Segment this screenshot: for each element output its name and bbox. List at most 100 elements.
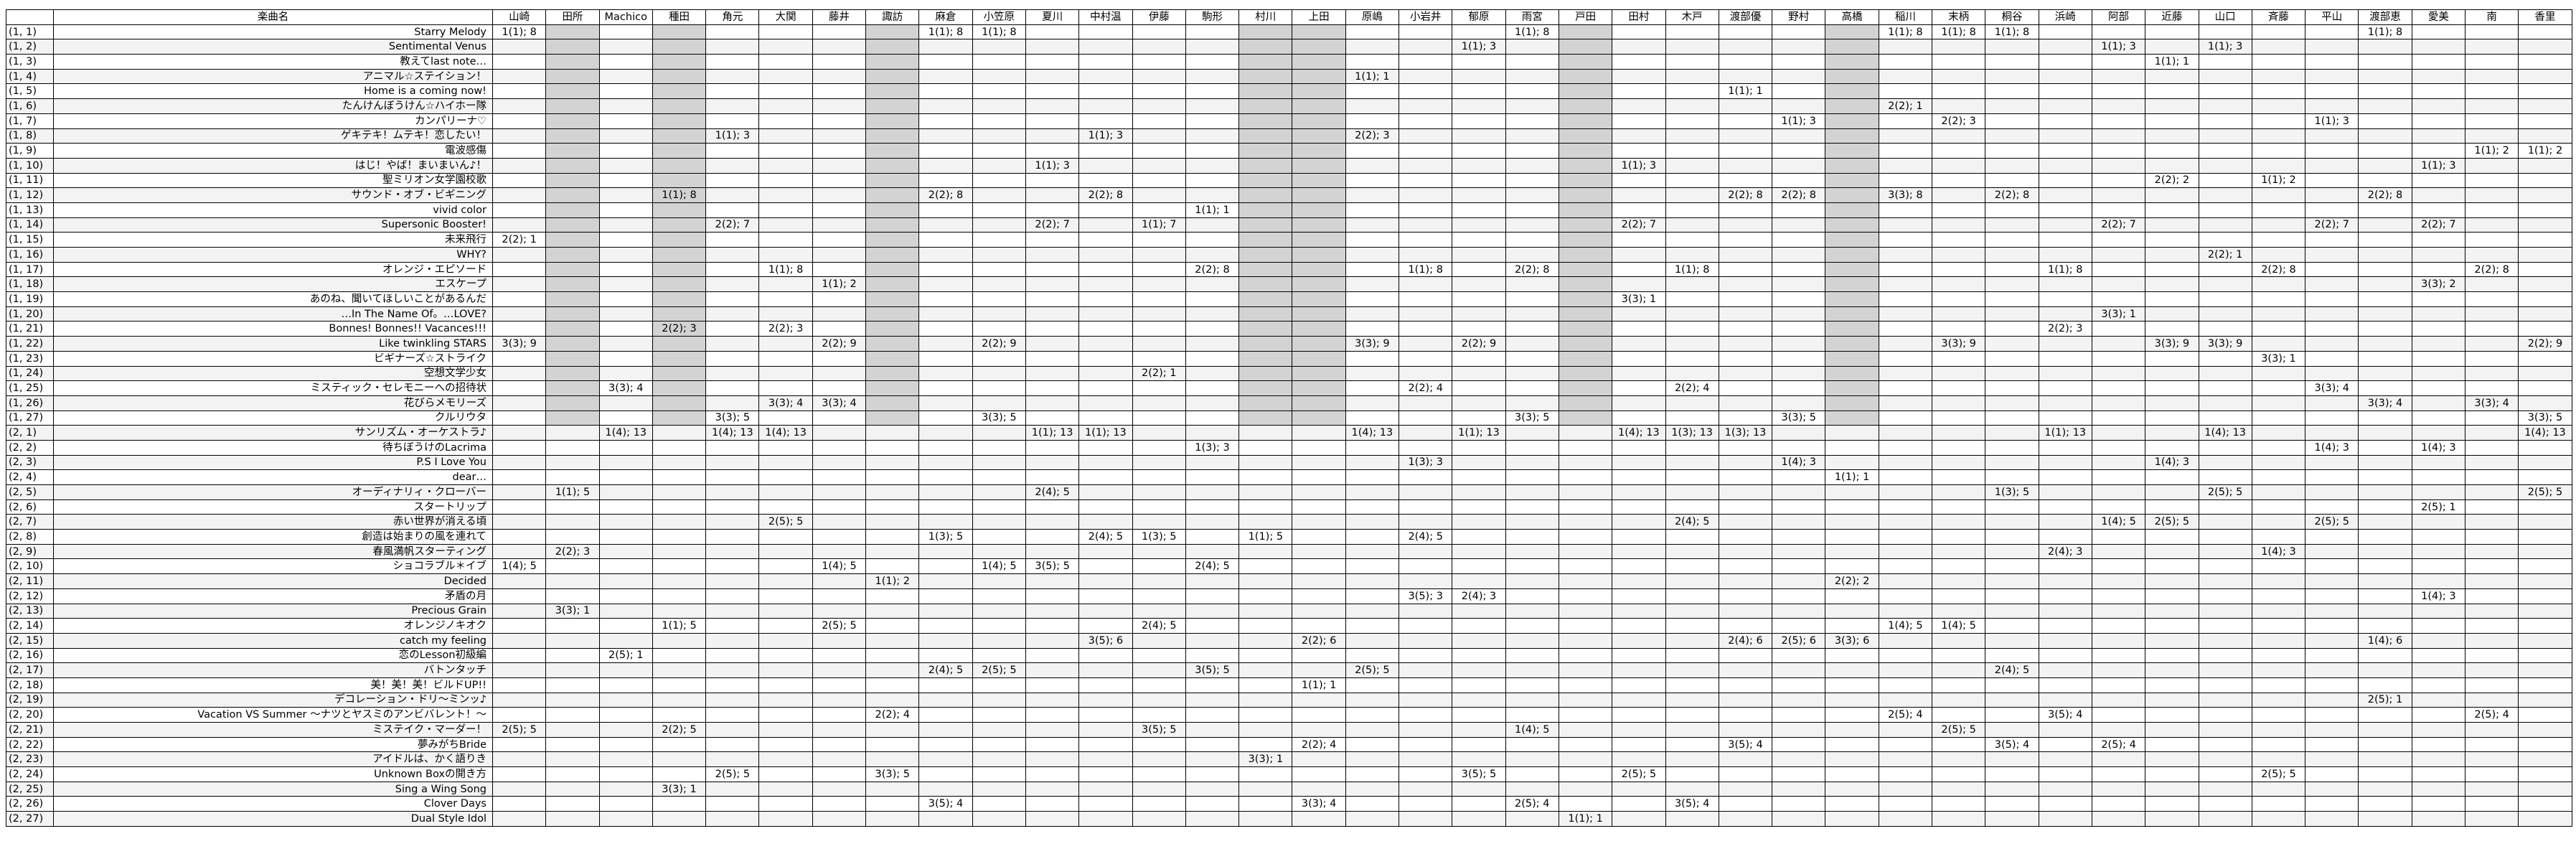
table-cell (2198, 143, 2252, 159)
table-cell (2145, 469, 2199, 485)
table-cell (2358, 781, 2412, 797)
table-cell (1878, 217, 1933, 233)
table-cell (812, 529, 867, 545)
table-cell (2038, 365, 2092, 382)
table-cell (2411, 469, 2465, 485)
table-cell (1825, 514, 1879, 530)
table-cell (972, 632, 1026, 649)
table-cell (1985, 54, 2039, 70)
table-cell: 3(3); 1 (1238, 751, 1293, 768)
table-cell (1132, 336, 1186, 352)
table-cell: 1(3); 13 (1665, 425, 1719, 441)
table-cell (2518, 39, 2572, 55)
table-cell (2518, 662, 2572, 678)
table-cell (2518, 157, 2572, 174)
table-cell (1399, 781, 1453, 797)
table-cell (1558, 143, 1613, 159)
table-cell (812, 588, 867, 604)
table-cell: 1(1); 1 (1292, 677, 1346, 693)
table-cell (972, 781, 1026, 797)
table-cell (1345, 247, 1400, 263)
table-cell (652, 232, 707, 248)
table-cell (2464, 232, 2519, 248)
table-cell (1665, 321, 1719, 337)
table-cell (1612, 276, 1666, 293)
table-cell (1932, 751, 1986, 768)
table-cell (2411, 187, 2465, 203)
table-cell (865, 321, 920, 337)
table-cell (2091, 187, 2146, 203)
table-cell (545, 558, 600, 575)
table-cell (2305, 529, 2359, 545)
table-cell (1718, 439, 1773, 456)
table-cell (1985, 410, 2039, 426)
table-cell (1078, 365, 1133, 382)
table-cell (1399, 202, 1453, 218)
table-cell (492, 261, 547, 278)
table-cell (812, 202, 867, 218)
table-cell (1612, 68, 1666, 85)
table-cell (2091, 380, 2146, 396)
table-cell (1132, 766, 1186, 782)
column-header: 香里 (2518, 9, 2572, 25)
table-cell (2251, 157, 2306, 174)
table-row: (2, 3) P.S I Love You 1(3); 3 1(4); 3 1(4); … (6, 454, 2572, 471)
table-cell (1452, 618, 1506, 634)
table-cell (1558, 380, 1613, 396)
table-cell (2305, 662, 2359, 678)
table-cell (1825, 128, 1879, 144)
table-cell (812, 157, 867, 174)
table-cell (1718, 722, 1773, 738)
table-cell (1985, 781, 2039, 797)
column-header: Machico (598, 9, 653, 25)
song-title: バトンタッチ (53, 662, 493, 678)
table-cell (1399, 573, 1453, 589)
table-cell (1238, 514, 1293, 530)
table-cell (1452, 707, 1506, 723)
table-cell: 3(3); 5 (865, 766, 920, 782)
song-title: オーディナリィ・クローバー (53, 484, 493, 500)
table-cell: 1(1); 8 (2038, 261, 2092, 278)
table-cell (758, 543, 813, 560)
table-cell (972, 514, 1026, 530)
row-id: (2, 7) (6, 514, 54, 530)
table-cell (1185, 306, 1240, 322)
table-row: (1, 5) Home is a coming now! 1(1); 1 (6, 83, 2572, 100)
table-cell (1025, 336, 1080, 352)
table-cell (1985, 202, 2039, 218)
table-cell (2518, 469, 2572, 485)
table-cell (1185, 24, 1240, 40)
table-cell (2038, 781, 2092, 797)
table-cell (2091, 68, 2146, 85)
table-cell (2411, 54, 2465, 70)
table-cell (598, 677, 653, 693)
table-cell (1772, 588, 1826, 604)
table-cell (1665, 395, 1719, 411)
table-cell (1132, 439, 1186, 456)
table-cell (758, 603, 813, 619)
table-cell (1238, 662, 1293, 678)
table-cell (1505, 39, 1559, 55)
table-row: (1, 9) 電波感傷 1(1); 2 1(1); 2 (6, 143, 2572, 159)
table-cell (2518, 677, 2572, 693)
table-cell (1025, 469, 1080, 485)
table-cell (1665, 410, 1719, 426)
table-cell (1452, 128, 1506, 144)
table-cell (598, 276, 653, 293)
table-cell (1558, 662, 1613, 678)
table-cell (2251, 380, 2306, 396)
table-cell (2038, 796, 2092, 812)
table-cell (492, 469, 547, 485)
row-id: (2, 4) (6, 469, 54, 485)
table-cell (2358, 588, 2412, 604)
table-cell (545, 157, 600, 174)
table-cell (1878, 588, 1933, 604)
table-cell (2038, 68, 2092, 85)
table-cell (1399, 811, 1453, 827)
table-cell (1399, 98, 1453, 114)
table-cell (2358, 662, 2412, 678)
table-cell: 1(4); 13 (705, 425, 760, 441)
table-cell (1665, 484, 1719, 500)
table-cell (1025, 781, 1080, 797)
table-cell (972, 157, 1026, 174)
